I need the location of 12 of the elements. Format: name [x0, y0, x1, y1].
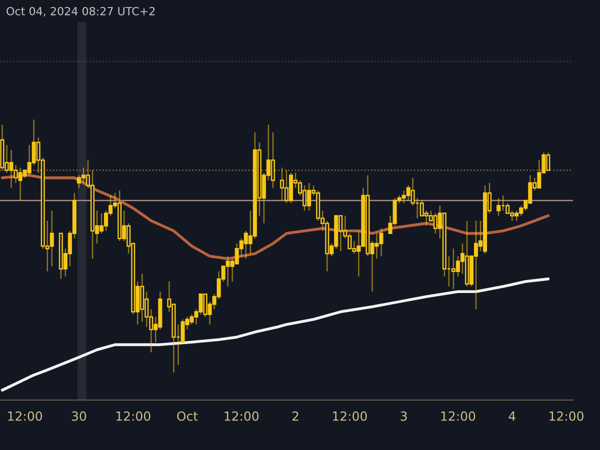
x-tick-label: 3 [400, 411, 407, 421]
x-tick-label: 12:00 [333, 411, 367, 421]
x-tick-label: 30 [72, 411, 86, 421]
x-tick-label: 2 [292, 411, 298, 421]
x-tick-label: 12:00 [441, 411, 476, 421]
x-tick-label: 12:00 [8, 411, 42, 421]
x-tick-label: 12:00 [116, 411, 150, 421]
x-tick-label: 4 [508, 412, 516, 421]
x-tick-label: Oct [177, 411, 198, 421]
x-tick-label: 12:00 [550, 411, 584, 421]
text: Oct 04, 2024 08:27 UTC+2 [6, 6, 155, 16]
x-tick-label: 12:00 [224, 411, 259, 421]
